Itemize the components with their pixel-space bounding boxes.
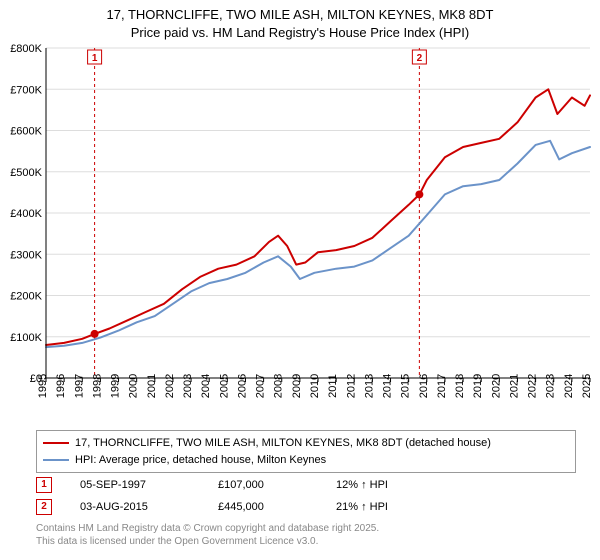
marker-price: £445,000 [218,501,308,513]
title-line-2: Price paid vs. HM Land Registry's House … [131,25,469,40]
svg-text:2: 2 [417,53,423,64]
marker-date: 05-SEP-1997 [80,479,190,491]
svg-text:2001: 2001 [146,374,158,398]
footer-line-2: This data is licensed under the Open Gov… [36,536,318,547]
svg-text:2017: 2017 [436,374,448,398]
svg-text:£700K: £700K [10,84,42,96]
legend-swatch [43,459,69,461]
svg-text:2013: 2013 [363,374,375,398]
svg-text:£600K: £600K [10,126,42,138]
title-line-1: 17, THORNCLIFFE, TWO MILE ASH, MILTON KE… [107,7,494,22]
svg-text:£800K: £800K [10,44,42,55]
svg-text:2005: 2005 [218,374,230,398]
marker-row: 1 05-SEP-1997 £107,000 12% ↑ HPI [36,474,576,496]
marker-table: 1 05-SEP-1997 £107,000 12% ↑ HPI 2 03-AUG-201… [36,474,576,518]
svg-text:2009: 2009 [291,374,303,398]
svg-text:2015: 2015 [400,374,412,398]
svg-text:2008: 2008 [273,374,285,398]
chart-area: £0£100K£200K£300K£400K£500K£600K£700K£80… [0,44,600,424]
svg-text:2010: 2010 [309,374,321,398]
svg-text:2021: 2021 [508,374,520,398]
chart-title: 17, THORNCLIFFE, TWO MILE ASH, MILTON KE… [0,0,600,41]
svg-text:1998: 1998 [91,374,103,398]
svg-text:£200K: £200K [10,291,42,303]
svg-text:2020: 2020 [490,374,502,398]
svg-text:2024: 2024 [563,374,575,398]
svg-text:2025: 2025 [581,374,593,398]
svg-text:2018: 2018 [454,374,466,398]
svg-text:2016: 2016 [418,374,430,398]
svg-text:2007: 2007 [255,374,267,398]
svg-text:1997: 1997 [73,374,85,398]
legend-swatch [43,442,69,444]
svg-text:2012: 2012 [345,374,357,398]
svg-text:£100K: £100K [10,332,42,344]
svg-text:2019: 2019 [472,374,484,398]
footer-line-1: Contains HM Land Registry data © Crown c… [36,523,379,534]
svg-text:£400K: £400K [10,208,42,220]
svg-text:2014: 2014 [382,374,394,398]
svg-text:1999: 1999 [110,374,122,398]
svg-text:1: 1 [92,53,98,64]
svg-text:2000: 2000 [128,374,140,398]
svg-text:2023: 2023 [545,374,557,398]
svg-text:2004: 2004 [200,374,212,398]
svg-text:2002: 2002 [164,374,176,398]
marker-number-box: 2 [36,499,52,515]
marker-row: 2 03-AUG-2015 £445,000 21% ↑ HPI [36,496,576,518]
legend-label: HPI: Average price, detached house, Milt… [75,452,326,469]
marker-date: 03-AUG-2015 [80,501,190,513]
svg-text:£300K: £300K [10,249,42,261]
legend-entry: HPI: Average price, detached house, Milt… [43,452,569,469]
marker-delta: 21% ↑ HPI [336,501,388,513]
marker-number-box: 1 [36,477,52,493]
svg-text:2003: 2003 [182,374,194,398]
legend-entry: 17, THORNCLIFFE, TWO MILE ASH, MILTON KE… [43,435,569,452]
marker-delta: 12% ↑ HPI [336,479,388,491]
svg-text:2006: 2006 [236,374,248,398]
legend: 17, THORNCLIFFE, TWO MILE ASH, MILTON KE… [36,430,576,473]
legend-label: 17, THORNCLIFFE, TWO MILE ASH, MILTON KE… [75,435,491,452]
svg-text:2022: 2022 [527,374,539,398]
line-chart-svg: £0£100K£200K£300K£400K£500K£600K£700K£80… [0,44,600,424]
marker-price: £107,000 [218,479,308,491]
svg-text:1995: 1995 [37,374,49,398]
attribution-footer: Contains HM Land Registry data © Crown c… [36,522,379,548]
svg-text:1996: 1996 [55,374,67,398]
svg-text:£500K: £500K [10,167,42,179]
